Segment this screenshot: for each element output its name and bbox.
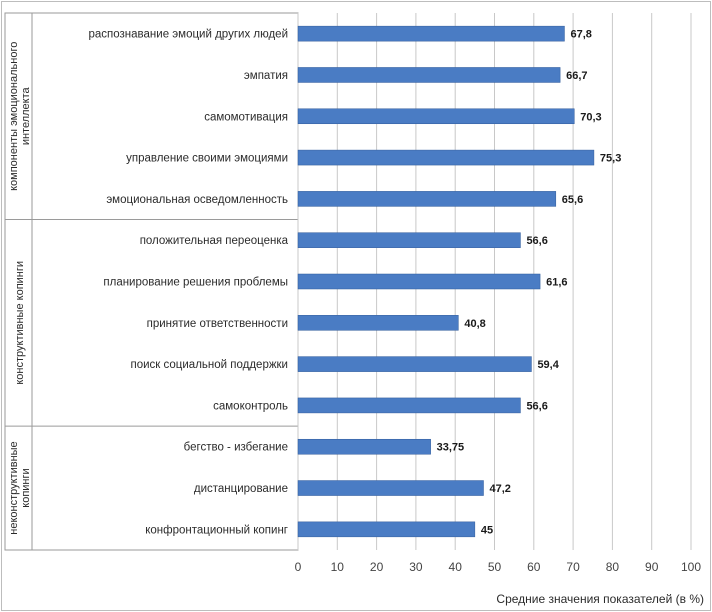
value-label: 66,7 bbox=[566, 70, 587, 82]
bar bbox=[297, 108, 575, 125]
bar bbox=[297, 191, 557, 207]
x-tick-label: 50 bbox=[488, 560, 502, 574]
category-label: бегство - избегание bbox=[184, 442, 288, 454]
x-tick-label: 20 bbox=[370, 560, 384, 574]
bar bbox=[297, 480, 484, 496]
value-label: 59,4 bbox=[537, 359, 559, 371]
x-tick-label: 40 bbox=[449, 560, 463, 574]
group-label: конструктивные копинги bbox=[14, 261, 26, 385]
value-label: 65,6 bbox=[562, 194, 583, 206]
value-label: 33,75 bbox=[437, 442, 465, 454]
category-label: управление своими эмоциями bbox=[126, 153, 288, 165]
value-label: 56,6 bbox=[526, 400, 547, 412]
value-label: 61,6 bbox=[546, 277, 567, 289]
x-tick-label: 10 bbox=[331, 560, 345, 574]
value-label: 40,8 bbox=[464, 318, 485, 330]
category-label: эмоциональная осведомленность bbox=[106, 194, 288, 206]
x-tick-label: 70 bbox=[566, 560, 580, 574]
bar bbox=[297, 356, 532, 372]
category-label: эмпатия bbox=[244, 70, 288, 82]
category-labels: распознавание эмоций других людей эмпатия… bbox=[89, 29, 289, 537]
x-axis-ticks: 0 10 20 30 40 50 60 70 80 90 100 bbox=[295, 560, 702, 574]
value-label: 56,6 bbox=[526, 235, 547, 247]
bar bbox=[297, 273, 541, 290]
group-label: компоненты эмоциональногоинтеллекта bbox=[8, 42, 32, 191]
value-labels: 67,8 66,7 70,3 75,3 65,6 56,6 61,6 40,8 59,4 56,6… bbox=[437, 29, 622, 537]
x-tick-label: 80 bbox=[606, 560, 620, 574]
value-label: 45 bbox=[481, 524, 493, 536]
group-labels: компоненты эмоциональногоинтеллекта конст… bbox=[8, 42, 32, 535]
x-tick-label: 100 bbox=[681, 560, 701, 574]
x-tick-label: 60 bbox=[527, 560, 541, 574]
x-tick-label: 90 bbox=[645, 560, 659, 574]
category-label: положительная переоценка bbox=[140, 235, 289, 247]
bar bbox=[297, 25, 565, 42]
bar bbox=[297, 67, 561, 83]
bar bbox=[297, 315, 459, 331]
value-label: 75,3 bbox=[600, 153, 621, 165]
bar bbox=[297, 232, 521, 248]
bar bbox=[297, 149, 595, 166]
bar bbox=[297, 438, 431, 455]
category-label: распознавание эмоций других людей bbox=[89, 29, 289, 41]
bars bbox=[297, 25, 595, 538]
gridlines bbox=[297, 13, 692, 550]
category-label: конфронтационный копинг bbox=[145, 524, 288, 536]
category-label: самомотивация bbox=[204, 111, 288, 123]
x-tick-label: 0 bbox=[295, 560, 302, 574]
group-label: неконструктивныекопинги bbox=[8, 441, 32, 534]
category-label: поиск социальной поддержки bbox=[130, 359, 288, 371]
category-label: дистанцирование bbox=[194, 483, 288, 495]
category-label: самоконтроль bbox=[213, 400, 288, 412]
bar bbox=[297, 521, 476, 538]
category-label: планирование решения проблемы bbox=[103, 277, 288, 289]
value-label: 70,3 bbox=[580, 111, 601, 123]
x-axis-label: Средние значения показателей (в %) bbox=[496, 592, 704, 606]
value-label: 67,8 bbox=[570, 29, 591, 41]
bar bbox=[297, 397, 521, 414]
x-tick-label: 30 bbox=[409, 560, 423, 574]
value-label: 47,2 bbox=[489, 483, 510, 495]
category-label: принятие ответственности bbox=[147, 318, 288, 330]
